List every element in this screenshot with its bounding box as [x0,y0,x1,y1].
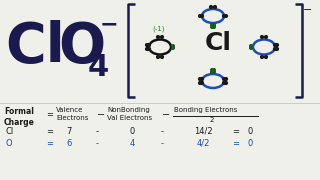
Circle shape [201,82,204,84]
Circle shape [199,82,201,84]
Text: =: = [232,139,239,148]
Circle shape [148,44,150,46]
Circle shape [146,48,148,50]
Text: =: = [46,139,53,148]
Circle shape [213,26,215,28]
Text: 2: 2 [210,117,214,123]
Text: 6: 6 [66,139,71,148]
Text: -: - [96,139,99,148]
Circle shape [250,45,252,47]
Circle shape [274,48,276,50]
Text: Cl: Cl [6,127,14,136]
Text: -: - [96,127,99,136]
Circle shape [199,78,201,80]
Circle shape [201,15,204,17]
Circle shape [211,24,213,26]
Circle shape [161,36,164,38]
Circle shape [260,56,263,58]
Circle shape [274,44,276,46]
Circle shape [225,15,228,17]
Circle shape [161,56,164,58]
Text: Cl: Cl [5,20,65,74]
Text: =: = [46,110,53,119]
Text: Formal
Charge: Formal Charge [4,107,35,127]
Circle shape [265,36,268,38]
Circle shape [199,15,201,17]
Circle shape [265,56,268,58]
Circle shape [276,48,278,50]
Text: 4: 4 [88,53,109,82]
Circle shape [223,82,225,84]
Circle shape [172,45,174,47]
Circle shape [214,6,216,8]
Circle shape [213,24,215,26]
Circle shape [223,78,225,80]
Text: Cl: Cl [205,31,232,55]
Text: −: − [303,5,312,15]
Circle shape [146,44,148,46]
Text: 7: 7 [66,127,71,136]
Circle shape [211,26,213,28]
Text: Bonding Electrons: Bonding Electrons [174,107,237,113]
Text: O: O [58,20,105,74]
Circle shape [210,6,212,8]
Circle shape [156,36,159,38]
Text: Valence
Electrons: Valence Electrons [56,107,88,120]
Circle shape [201,78,204,80]
Text: -: - [161,139,164,148]
Circle shape [225,78,228,80]
Circle shape [213,69,215,71]
Circle shape [211,69,213,71]
Circle shape [225,82,228,84]
Text: -: - [161,127,164,136]
Text: 14/2: 14/2 [194,127,212,136]
Circle shape [156,56,159,58]
Text: −: − [100,14,119,34]
Text: O: O [6,139,12,148]
Text: (-1): (-1) [152,25,164,32]
Text: −: − [162,110,170,120]
Text: −: − [97,110,105,120]
Circle shape [211,71,213,73]
Text: NonBonding
Val Electrons: NonBonding Val Electrons [107,107,152,120]
Circle shape [213,71,215,73]
Circle shape [276,44,278,46]
Text: 0: 0 [248,127,253,136]
Circle shape [250,47,252,49]
Circle shape [260,36,263,38]
Text: 4: 4 [130,139,135,148]
Text: 4/2: 4/2 [197,139,210,148]
Circle shape [223,15,225,17]
Text: =: = [232,127,239,136]
Text: =: = [46,127,53,136]
Text: 0: 0 [248,139,253,148]
Text: 0: 0 [130,127,135,136]
Circle shape [148,48,150,50]
Circle shape [172,47,174,49]
